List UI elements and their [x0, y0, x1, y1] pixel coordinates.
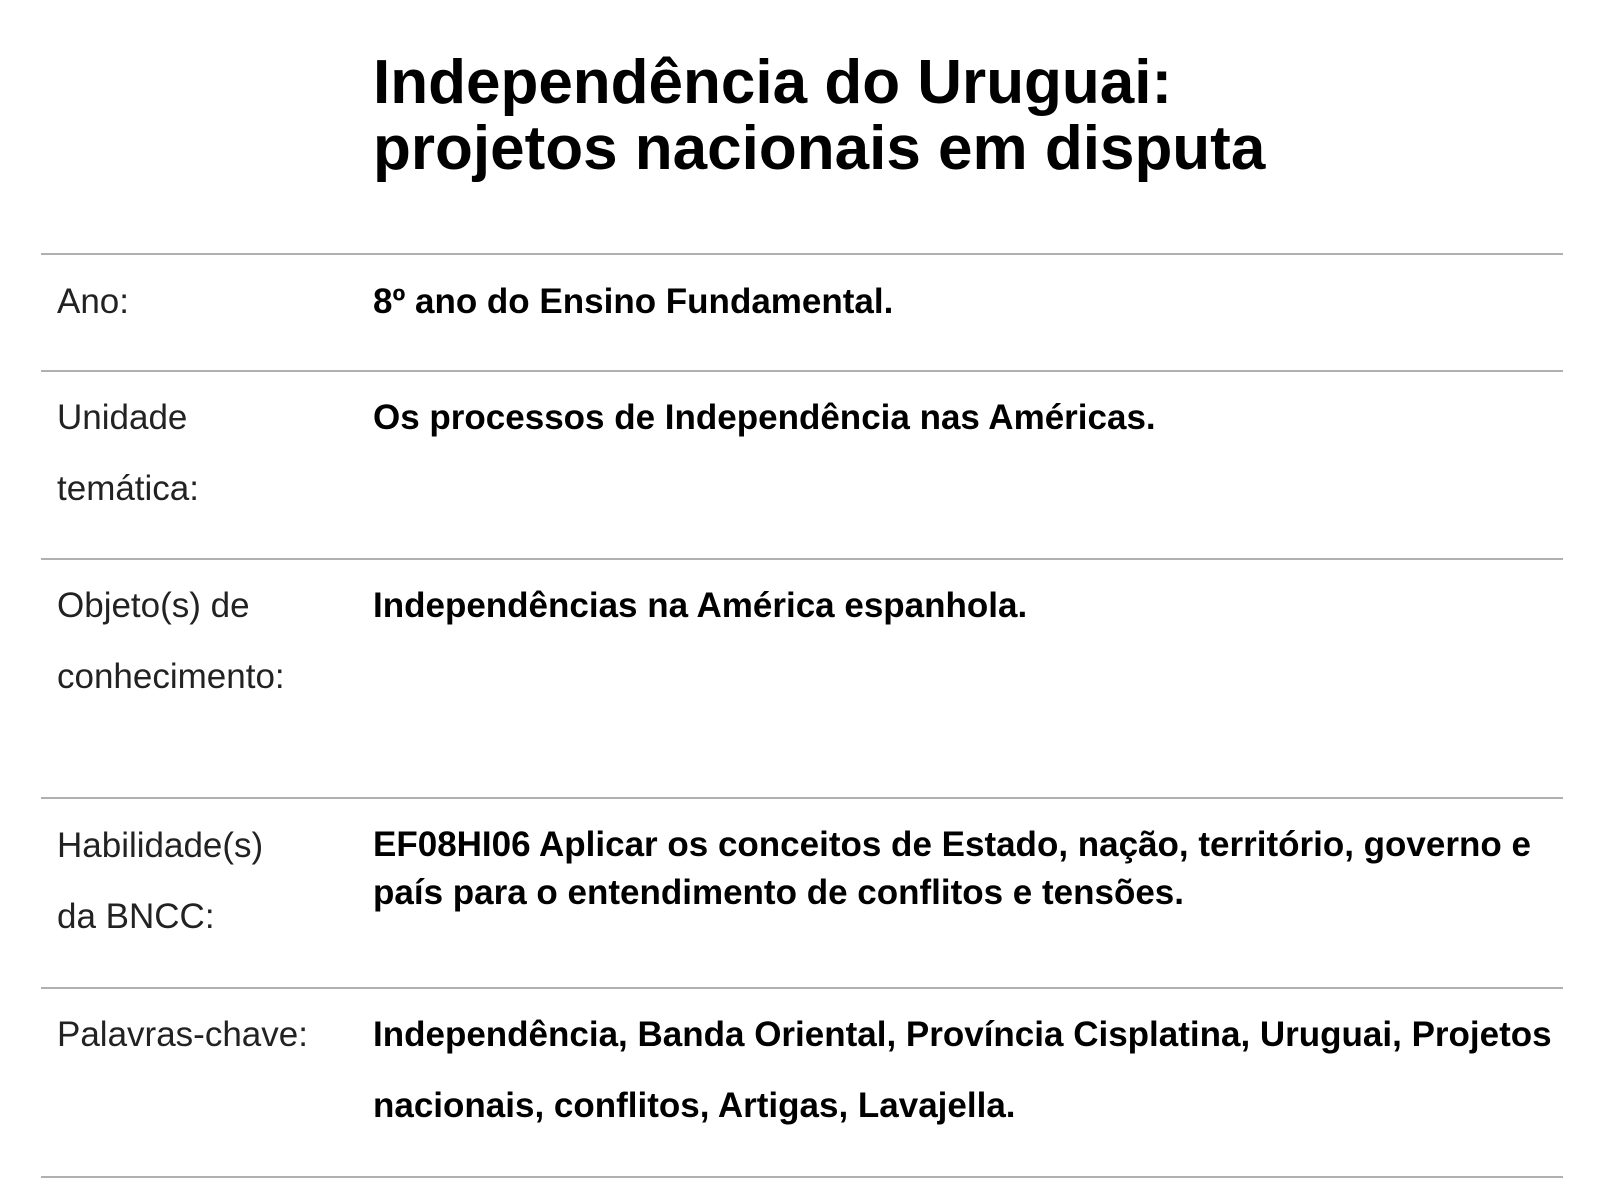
label-line: conhecimento: [57, 657, 285, 696]
value-habilidades: EF08HI06 Aplicar os conceitos de Estado,… [373, 825, 1531, 912]
title-line-2: projetos nacionais em disputa [373, 114, 1266, 183]
value-ano: 8º ano do Ensino Fundamental. [373, 282, 894, 321]
label-line: Objeto(s) de [57, 586, 250, 625]
label-line: da BNCC: [57, 897, 215, 936]
label-habilidades: Habilidade(s) da BNCC: [57, 810, 357, 952]
label-line: temática: [57, 469, 199, 508]
label-line: Unidade [57, 398, 188, 437]
label-objetos: Objeto(s) de conhecimento: [57, 570, 357, 712]
label-unidade-tematica: Unidade temática: [57, 382, 357, 524]
divider [41, 253, 1563, 255]
label-line: Habilidade(s) [57, 826, 264, 865]
value-unidade-tematica: Os processos de Independência nas Améric… [373, 398, 1156, 437]
value-palavras-chave: Independência, Banda Oriental, Província… [373, 1015, 1552, 1125]
divider [41, 558, 1563, 560]
value-objetos: Independências na América espanhola. [373, 586, 1028, 625]
label-palavras-chave: Palavras-chave: [57, 1015, 308, 1054]
label-ano: Ano: [57, 282, 129, 321]
divider [41, 797, 1563, 799]
divider [41, 987, 1563, 989]
divider [41, 1176, 1563, 1178]
page-title: Independência do Uruguai: projetos nacio… [373, 50, 1553, 182]
divider [41, 370, 1563, 372]
title-line-1: Independência do Uruguai: [373, 48, 1173, 117]
